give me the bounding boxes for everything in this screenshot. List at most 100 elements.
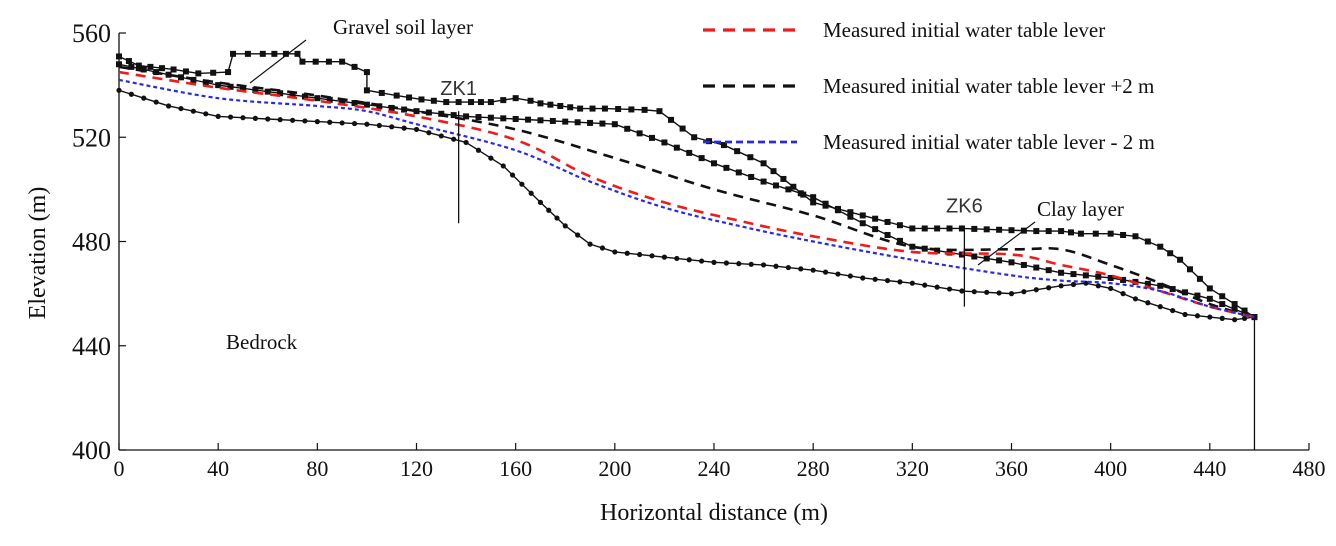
data-point-marker	[487, 114, 494, 121]
data-point-marker	[546, 207, 552, 213]
annotation-bedrock-label: Bedrock	[226, 330, 298, 354]
data-point-marker	[679, 125, 686, 132]
data-point-marker	[810, 267, 816, 273]
data-point-marker	[971, 225, 978, 232]
data-point-marker	[1157, 282, 1164, 289]
data-point-marker	[649, 134, 656, 141]
data-point-marker	[896, 222, 903, 229]
data-point-marker	[1157, 304, 1163, 310]
data-point-marker	[239, 85, 246, 92]
data-point-marker	[1219, 315, 1225, 321]
data-point-marker	[178, 105, 184, 112]
data-point-marker	[401, 125, 407, 131]
data-point-marker	[1167, 250, 1174, 257]
annotation-clay-label: Clay layer	[1037, 197, 1124, 221]
data-point-marker	[314, 95, 321, 102]
data-point-marker	[847, 213, 854, 220]
data-point-marker	[509, 172, 516, 178]
data-point-marker	[673, 144, 680, 151]
data-point-marker	[922, 282, 928, 288]
data-point-marker	[1187, 266, 1193, 273]
data-point-marker	[312, 58, 319, 65]
data-point-marker	[500, 97, 507, 104]
data-point-marker	[500, 115, 507, 122]
data-point-marker	[699, 258, 705, 264]
y-tick-label: 560	[72, 19, 111, 48]
water-table-measured-line-group	[118, 70, 1255, 319]
data-point-marker	[364, 121, 370, 127]
data-point-marker	[215, 113, 221, 119]
x-tick-label: 240	[698, 456, 731, 481]
data-point-marker	[872, 215, 879, 222]
data-point-marker	[363, 87, 370, 94]
data-point-marker	[339, 98, 346, 105]
x-tick-label: 0	[114, 456, 125, 481]
data-point-marker	[512, 95, 519, 102]
data-point-marker	[859, 212, 866, 219]
series-layer	[116, 50, 1258, 450]
data-point-marker	[958, 225, 965, 232]
data-point-marker	[996, 290, 1002, 296]
gravel-leader-line	[249, 39, 307, 84]
y-tick-label: 520	[72, 123, 111, 152]
data-point-marker	[1219, 293, 1226, 300]
data-point-marker	[636, 130, 643, 137]
data-point-marker	[615, 106, 622, 113]
data-point-marker	[860, 275, 866, 281]
data-point-marker	[195, 70, 202, 77]
data-point-marker	[1182, 289, 1189, 296]
data-point-marker	[1231, 301, 1238, 308]
data-point-marker	[686, 257, 692, 263]
data-point-marker	[599, 245, 606, 251]
water-table-plus2-line	[118, 65, 1255, 319]
bedrock-surface-line-group	[116, 87, 1258, 323]
data-point-marker	[748, 261, 754, 267]
data-point-marker	[165, 71, 172, 78]
data-point-marker	[720, 142, 727, 149]
water-table-minus2-line-group	[118, 78, 1255, 319]
x-tick-label: 40	[207, 456, 229, 481]
data-point-marker	[760, 178, 767, 185]
data-point-marker	[921, 245, 928, 252]
data-point-marker	[884, 277, 891, 284]
data-point-marker	[1120, 276, 1127, 283]
data-point-marker	[158, 65, 165, 72]
data-point-marker	[525, 116, 532, 123]
data-point-marker	[1108, 285, 1114, 292]
data-point-marker	[406, 94, 413, 101]
x-tick-label: 360	[995, 456, 1028, 481]
data-point-marker	[1170, 307, 1176, 314]
data-point-marker	[562, 223, 568, 229]
data-point-marker	[451, 136, 457, 142]
data-point-marker	[227, 83, 234, 90]
data-point-marker	[735, 169, 742, 176]
data-point-marker	[202, 79, 209, 86]
data-point-marker	[128, 91, 134, 97]
data-point-marker	[327, 119, 333, 125]
x-tick-label: 200	[598, 456, 631, 481]
data-point-marker	[1058, 228, 1065, 235]
data-point-marker	[1207, 314, 1213, 320]
data-point-marker	[1070, 281, 1077, 288]
data-point-marker	[896, 237, 903, 244]
data-point-marker	[116, 53, 122, 60]
data-point-marker	[487, 99, 494, 106]
data-point-marker	[1033, 228, 1040, 235]
data-point-marker	[921, 225, 928, 232]
data-point-marker	[500, 163, 506, 169]
data-point-marker	[599, 120, 606, 127]
data-point-marker	[734, 148, 741, 155]
data-point-marker	[909, 243, 916, 250]
data-point-marker	[641, 106, 648, 113]
data-point-marker	[528, 190, 534, 196]
data-point-marker	[872, 226, 879, 233]
data-point-marker	[153, 99, 159, 105]
data-point-marker	[1196, 275, 1203, 282]
water-table-plus2-line-group	[118, 65, 1255, 319]
legend-label: Measured initial water table lever - 2 m	[823, 130, 1155, 154]
data-point-marker	[401, 106, 408, 113]
data-point-marker	[430, 97, 437, 104]
data-point-marker	[1132, 296, 1139, 302]
data-point-marker	[711, 160, 717, 167]
